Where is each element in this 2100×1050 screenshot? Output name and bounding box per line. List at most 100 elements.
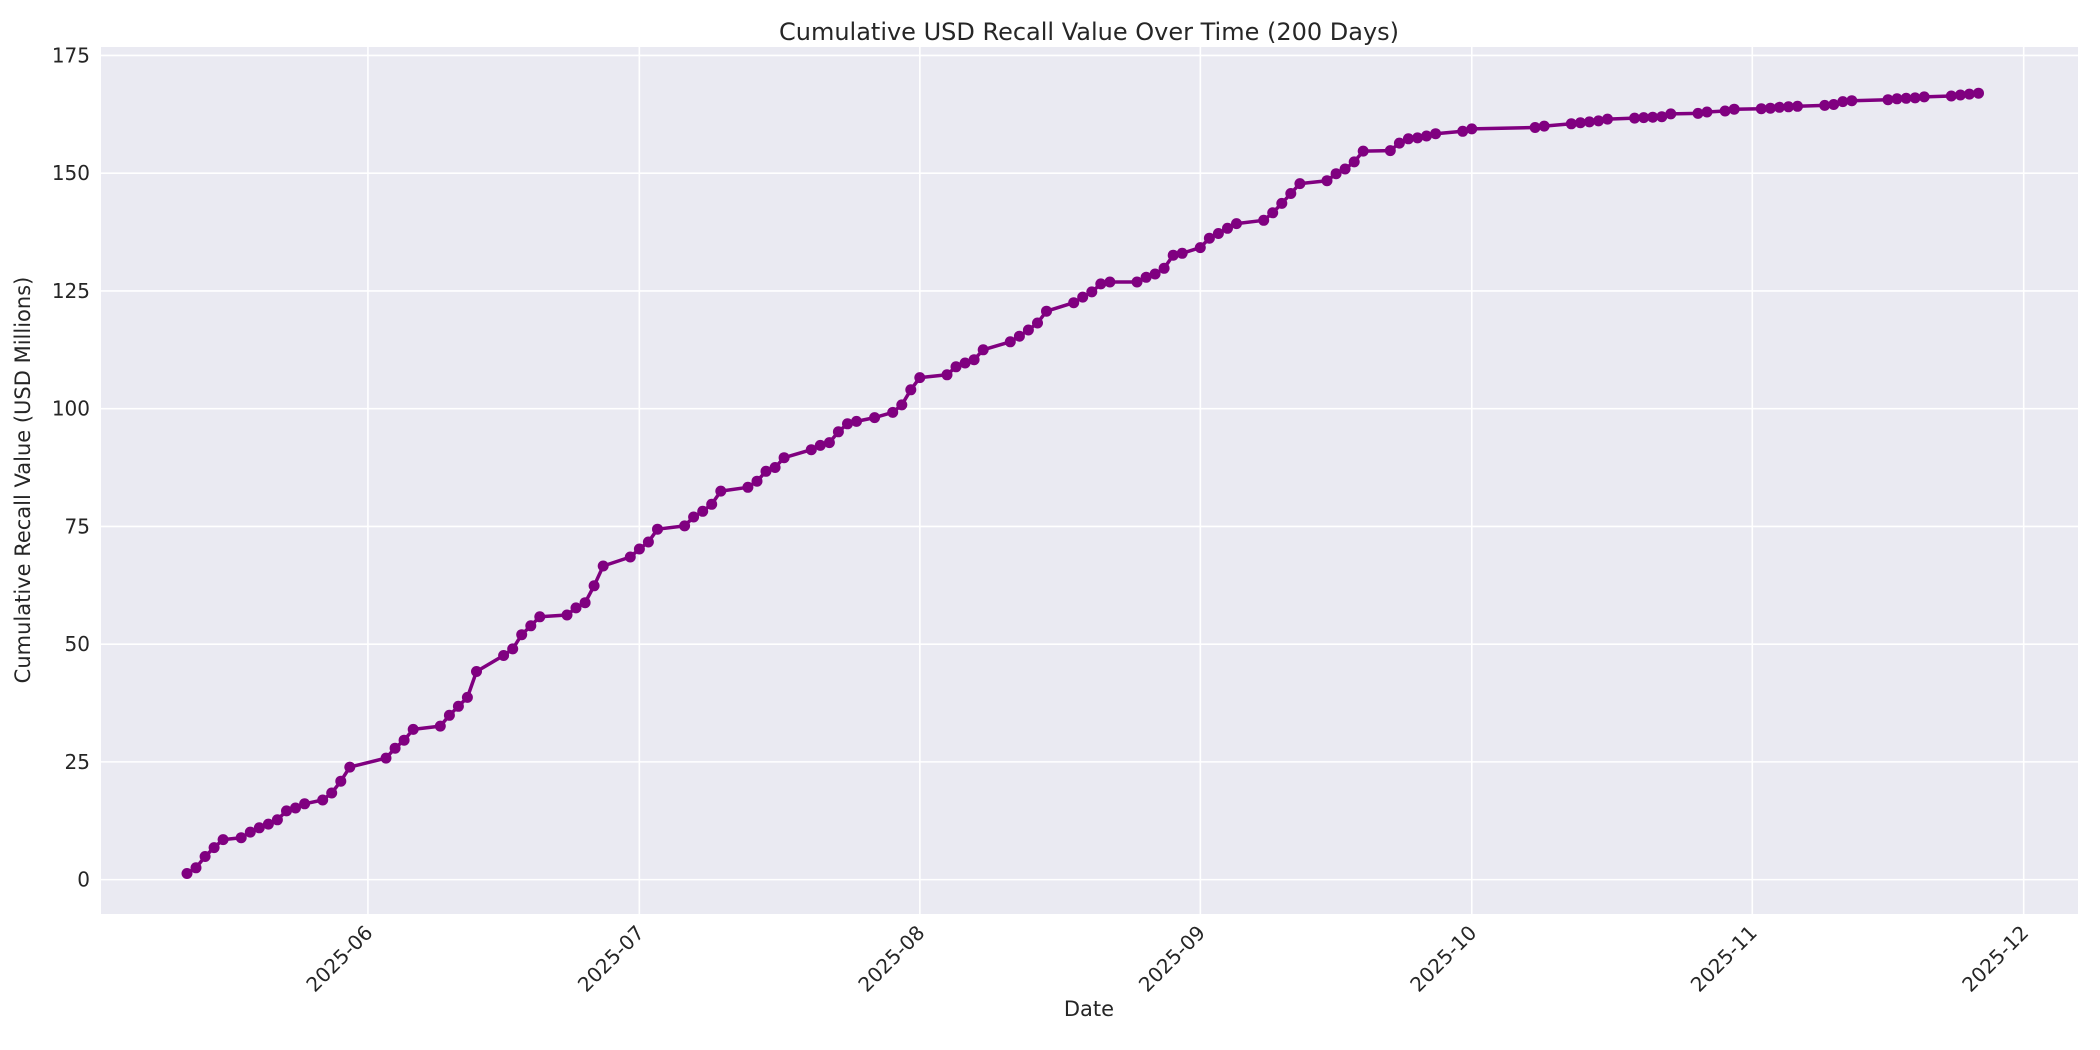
data-point-markers (181, 87, 1984, 879)
data-point (1900, 92, 1912, 104)
y-tick-label: 150 (52, 161, 90, 185)
data-point (679, 520, 691, 532)
data-point (1773, 101, 1785, 113)
data-point (579, 597, 591, 609)
data-point (471, 666, 482, 677)
data-point (742, 481, 754, 493)
data-point (1819, 99, 1831, 111)
data-point (1602, 113, 1613, 125)
data-point (1656, 111, 1668, 123)
data-point (507, 643, 519, 655)
data-point (1330, 168, 1342, 180)
data-point (642, 536, 654, 548)
data-point (769, 462, 781, 473)
data-point (1828, 99, 1840, 110)
data-point (1647, 111, 1659, 123)
data-point (461, 691, 473, 703)
data-point (832, 426, 844, 438)
data-point (624, 551, 636, 563)
y-tick-label: 175 (52, 43, 90, 67)
data-point (1393, 137, 1405, 149)
data-point (1728, 103, 1740, 115)
data-point (1783, 101, 1794, 113)
data-point (299, 798, 311, 810)
data-point (407, 723, 419, 735)
data-point (271, 814, 283, 826)
data-point (887, 406, 899, 418)
data-point (1466, 123, 1478, 135)
data-point (1945, 90, 1957, 102)
data-point (452, 700, 464, 712)
data-point (1384, 145, 1396, 157)
data-point (805, 444, 817, 456)
data-point (1212, 228, 1224, 239)
data-point (950, 361, 962, 373)
data-point (1004, 336, 1016, 348)
data-point (1954, 89, 1966, 101)
data-point (1104, 276, 1116, 288)
data-point (1158, 262, 1170, 274)
data-point (869, 412, 881, 424)
data-point (905, 384, 917, 396)
data-point (760, 465, 772, 477)
data-point (1077, 291, 1089, 303)
data-series (181, 87, 1984, 879)
data-point (1565, 118, 1577, 130)
data-point (1755, 103, 1767, 115)
data-point (1538, 120, 1550, 132)
data-point (290, 802, 301, 814)
data-point (842, 418, 853, 430)
data-point (326, 787, 338, 799)
data-point (1222, 222, 1233, 234)
data-point (1041, 305, 1052, 317)
data-point (1194, 242, 1206, 254)
data-point (1918, 91, 1930, 103)
data-point (1692, 107, 1704, 119)
data-point (317, 794, 329, 806)
data-point (281, 805, 292, 817)
data-point (1421, 130, 1432, 142)
data-point (1022, 324, 1034, 336)
data-point (1357, 145, 1369, 157)
data-point (1764, 102, 1776, 114)
data-point (1231, 218, 1242, 230)
data-point (1412, 132, 1423, 144)
data-point (235, 832, 247, 844)
data-point (398, 734, 410, 746)
data-point (959, 357, 971, 369)
data-point (262, 818, 274, 830)
x-axis-label: Date (1064, 997, 1114, 1021)
data-point (1131, 276, 1143, 288)
data-point (1267, 207, 1279, 219)
data-point (1882, 94, 1894, 106)
data-point (335, 775, 347, 787)
data-point (570, 602, 582, 614)
data-point (525, 620, 537, 632)
data-point (1068, 297, 1080, 309)
data-point (1846, 95, 1858, 107)
data-point (977, 344, 989, 356)
data-point (896, 399, 908, 411)
data-point (1457, 125, 1469, 137)
data-point (1095, 278, 1107, 290)
data-point (516, 629, 528, 641)
data-point (1294, 178, 1306, 190)
data-point (633, 543, 645, 555)
data-point (217, 834, 229, 846)
data-point (688, 511, 700, 523)
y-tick-label: 25 (65, 750, 90, 774)
data-point (1258, 214, 1270, 226)
data-point (1348, 156, 1360, 168)
y-tick-label: 0 (77, 868, 90, 892)
data-point (706, 498, 718, 510)
data-point (1529, 122, 1541, 133)
data-point (380, 752, 392, 764)
data-point (1321, 175, 1333, 187)
data-point (1140, 271, 1152, 283)
data-point (588, 580, 600, 592)
data-point (1701, 106, 1713, 118)
data-point (1638, 112, 1650, 124)
data-point (208, 842, 220, 854)
